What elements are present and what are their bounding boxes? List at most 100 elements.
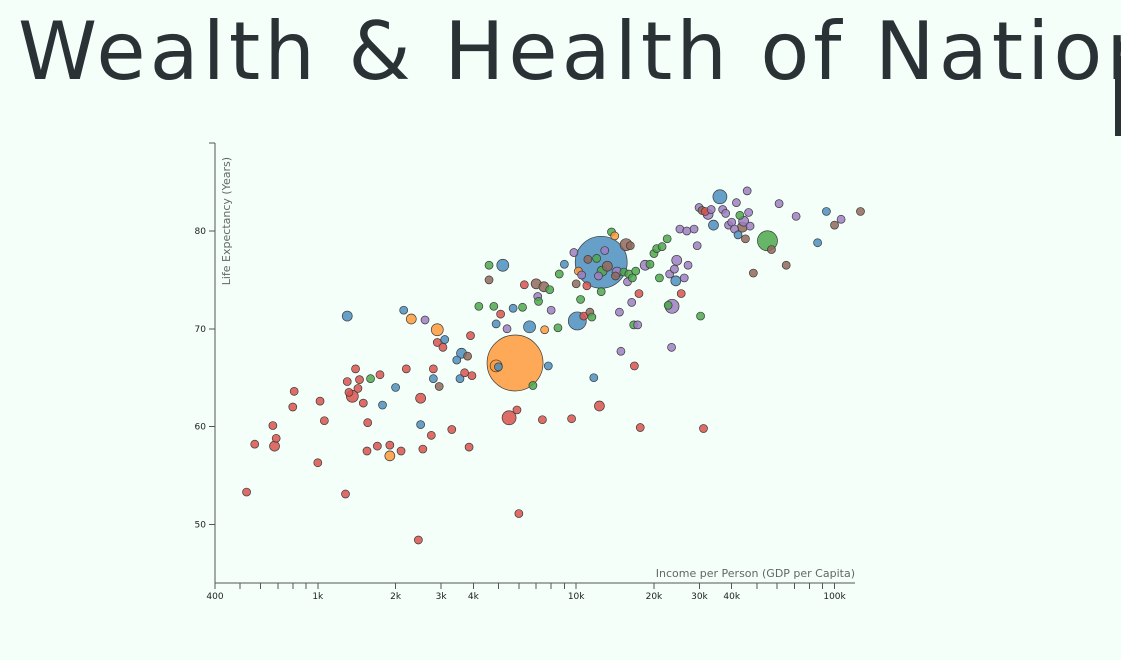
data-point — [418, 444, 428, 454]
data-point — [428, 374, 438, 383]
data-point — [813, 238, 822, 248]
data-point — [748, 268, 758, 278]
data-point — [569, 248, 579, 257]
data-point — [494, 362, 503, 372]
data-point — [363, 418, 373, 427]
data-point — [774, 199, 784, 208]
data-point — [567, 414, 576, 424]
data-point — [594, 400, 605, 412]
data-point — [610, 231, 620, 241]
data-point — [447, 425, 457, 434]
data-point — [460, 368, 469, 378]
data-point — [733, 230, 743, 240]
data-point — [271, 433, 281, 443]
data-point — [587, 312, 597, 322]
data-point — [269, 440, 280, 452]
y-tick-label: 80 — [195, 227, 207, 237]
data-point — [428, 364, 438, 374]
data-point — [484, 275, 494, 285]
data-point — [416, 420, 425, 429]
data-point — [534, 297, 543, 306]
data-point — [415, 392, 426, 404]
data-point — [830, 220, 839, 230]
data-point — [528, 381, 538, 390]
data-point — [342, 377, 352, 386]
x-tick-label: 10k — [568, 592, 585, 602]
data-point — [420, 315, 430, 325]
data-point — [467, 371, 477, 381]
data-point — [474, 301, 484, 311]
data-point — [486, 334, 544, 392]
data-point — [519, 280, 529, 290]
data-point — [426, 431, 436, 440]
x-tick-label: 40k — [723, 592, 740, 602]
data-point — [683, 260, 693, 270]
data-point — [633, 320, 643, 330]
data-point — [615, 307, 624, 317]
data-point — [635, 423, 645, 432]
data-point — [484, 260, 494, 270]
data-point — [514, 509, 524, 518]
data-point — [440, 335, 450, 344]
data-point — [670, 275, 682, 287]
data-point — [512, 405, 522, 415]
text-cursor — [1115, 56, 1121, 136]
data-point — [667, 343, 676, 352]
data-point — [385, 440, 395, 450]
data-point — [401, 364, 411, 374]
data-point — [432, 338, 442, 347]
data-point — [546, 305, 556, 315]
data-point — [582, 281, 592, 291]
page-title: Wealth & Health of Nations — [18, 5, 1121, 98]
data-point — [732, 198, 741, 207]
x-tick-label: 1k — [312, 592, 324, 602]
data-point — [628, 273, 637, 283]
data-point — [438, 343, 448, 352]
data-point — [596, 287, 606, 296]
data-point — [366, 374, 375, 383]
data-point — [856, 207, 865, 216]
data-point — [554, 269, 564, 279]
data-point — [744, 208, 753, 217]
data-point — [560, 259, 569, 269]
data-point — [712, 189, 728, 205]
data-point — [268, 421, 278, 430]
data-point — [630, 361, 639, 371]
data-point — [502, 324, 512, 334]
data-point — [571, 279, 581, 289]
data-point — [663, 300, 673, 310]
x-axis: 400 1k 2k 3k 4k 10k 20k 30k 40k 100k — [206, 582, 855, 602]
data-point — [405, 313, 417, 325]
x-tick-label: 30k — [691, 592, 708, 602]
data-point — [351, 364, 360, 374]
data-point — [689, 224, 699, 234]
data-point — [611, 271, 620, 281]
x-tick-label: 20k — [646, 592, 663, 602]
data-point — [741, 234, 750, 244]
x-axis-label: Income per Person (GDP per Capita) — [656, 567, 855, 580]
data-point — [696, 311, 705, 321]
data-point — [676, 289, 686, 298]
data-point — [836, 214, 846, 224]
data-point — [391, 383, 400, 392]
data-point — [742, 186, 752, 196]
data-point — [553, 323, 563, 333]
data-point — [496, 258, 510, 272]
data-point — [455, 374, 465, 383]
x-tick-label: 4k — [468, 592, 480, 602]
data-point — [577, 270, 587, 280]
data-point — [496, 309, 505, 319]
y-tick-label: 60 — [195, 423, 207, 433]
y-tick-label: 70 — [195, 325, 207, 335]
data-point — [594, 271, 603, 281]
data-point — [671, 254, 683, 266]
data-point — [708, 219, 719, 231]
data-point — [767, 245, 776, 254]
data-point — [627, 298, 637, 307]
y-axis: 50 60 70 80 — [195, 142, 216, 583]
data-point — [396, 446, 406, 456]
data-point — [657, 242, 667, 251]
data-point — [616, 346, 626, 356]
data-point — [341, 489, 350, 499]
